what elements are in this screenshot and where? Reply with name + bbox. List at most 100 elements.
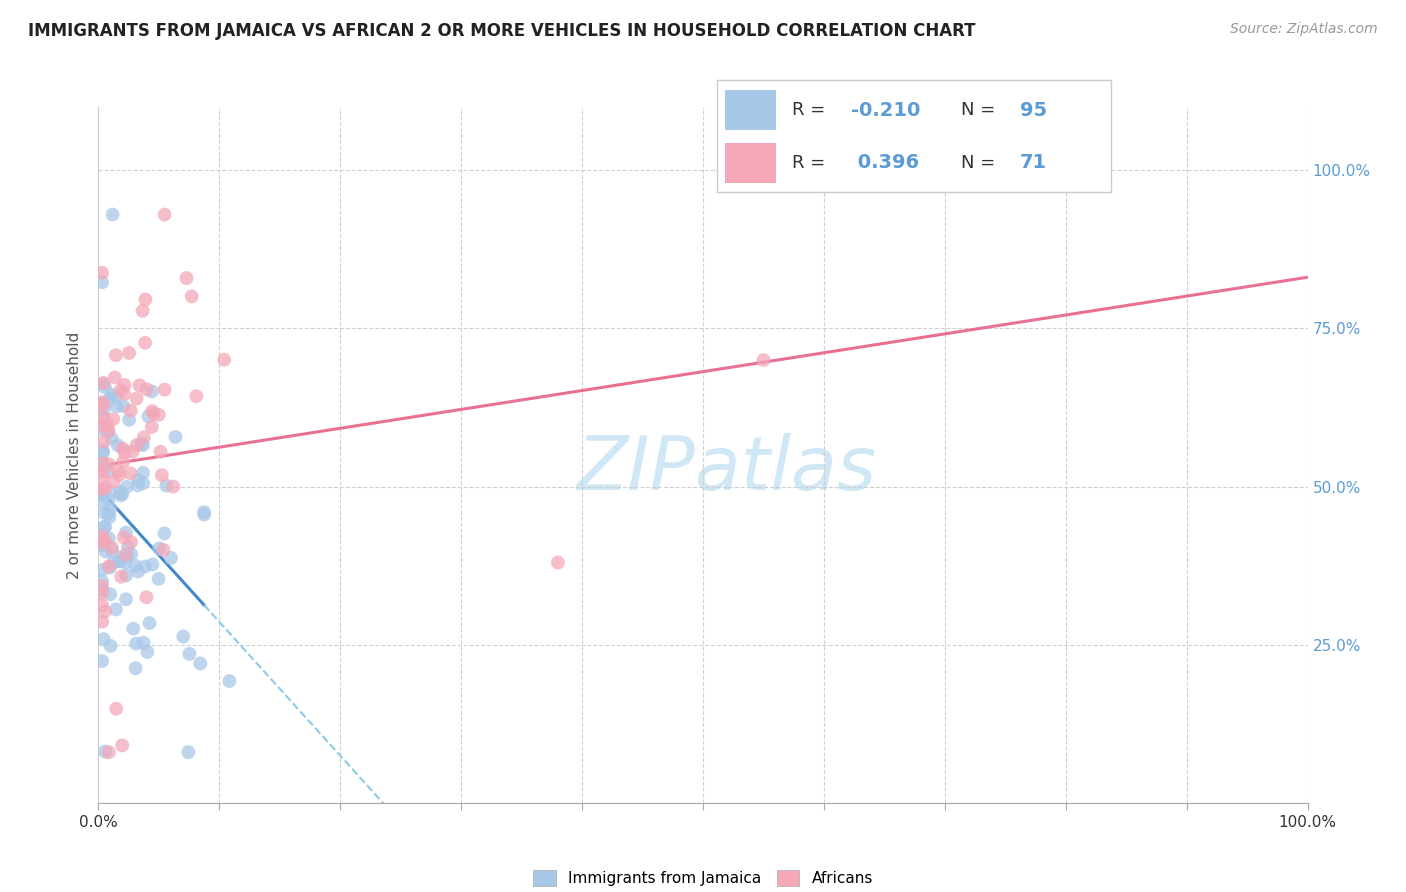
- Point: [91, 574, 114, 589]
- Point: [188, 657, 211, 671]
- Point: [98, 560, 121, 574]
- Text: IMMIGRANTS FROM JAMAICA VS AFRICAN 2 OR MORE VEHICLES IN HOUSEHOLD CORRELATION C: IMMIGRANTS FROM JAMAICA VS AFRICAN 2 OR …: [28, 22, 976, 40]
- Point: [108, 467, 131, 482]
- Point: [111, 442, 134, 456]
- Point: [101, 387, 124, 401]
- Point: [91, 563, 114, 577]
- Point: [110, 485, 132, 500]
- Point: [212, 352, 235, 367]
- Point: [97, 532, 120, 546]
- Point: [94, 604, 117, 618]
- Point: [103, 475, 125, 489]
- Point: [94, 544, 117, 558]
- FancyBboxPatch shape: [725, 143, 776, 183]
- Point: [128, 378, 150, 392]
- Point: [110, 569, 132, 583]
- Point: [91, 484, 114, 499]
- Point: [104, 602, 127, 616]
- Point: [98, 458, 121, 472]
- Text: N =: N =: [962, 153, 1001, 172]
- Point: [100, 639, 122, 653]
- Text: 95: 95: [1021, 101, 1047, 120]
- Point: [179, 647, 201, 661]
- Point: [91, 530, 114, 544]
- Point: [115, 525, 138, 540]
- Text: 71: 71: [1021, 153, 1047, 172]
- Text: N =: N =: [962, 102, 1001, 120]
- Point: [120, 535, 142, 549]
- Point: [114, 555, 136, 569]
- Point: [93, 520, 115, 534]
- Point: [112, 454, 135, 468]
- Text: -0.210: -0.210: [851, 101, 921, 120]
- Point: [91, 395, 114, 409]
- Text: Source: ZipAtlas.com: Source: ZipAtlas.com: [1230, 22, 1378, 37]
- Point: [160, 551, 183, 566]
- Point: [118, 346, 141, 360]
- Point: [153, 208, 176, 222]
- Point: [120, 467, 142, 481]
- Point: [110, 554, 132, 568]
- Point: [162, 479, 184, 493]
- Point: [218, 674, 240, 689]
- Point: [101, 208, 124, 222]
- Point: [97, 745, 120, 759]
- Point: [132, 438, 155, 452]
- Point: [125, 637, 148, 651]
- Point: [115, 548, 138, 562]
- Point: [96, 464, 118, 478]
- Point: [97, 425, 120, 439]
- Point: [152, 543, 174, 558]
- Point: [91, 538, 114, 552]
- Point: [91, 482, 114, 496]
- Point: [94, 380, 117, 394]
- Point: [98, 502, 121, 516]
- Point: [148, 572, 170, 586]
- Point: [153, 383, 176, 397]
- Point: [177, 745, 200, 759]
- Point: [91, 456, 114, 470]
- Point: [134, 559, 156, 574]
- Point: [98, 587, 121, 601]
- Point: [135, 382, 157, 396]
- Y-axis label: 2 or more Vehicles in Household: 2 or more Vehicles in Household: [67, 331, 83, 579]
- Point: [91, 419, 114, 434]
- Point: [132, 636, 155, 650]
- Point: [97, 492, 120, 507]
- Text: R =: R =: [792, 102, 831, 120]
- Point: [104, 370, 127, 384]
- Point: [131, 303, 153, 318]
- Point: [132, 476, 155, 491]
- Point: [118, 413, 141, 427]
- Point: [114, 445, 136, 459]
- Point: [193, 508, 215, 522]
- Point: [114, 378, 136, 392]
- Point: [105, 399, 128, 413]
- Text: R =: R =: [792, 153, 831, 172]
- Point: [91, 599, 114, 613]
- Point: [172, 630, 194, 644]
- Point: [91, 410, 114, 425]
- Point: [125, 392, 148, 406]
- Point: [142, 406, 165, 420]
- Point: [148, 541, 170, 556]
- Point: [94, 481, 117, 495]
- Point: [132, 466, 155, 480]
- Point: [97, 418, 120, 433]
- Point: [115, 592, 138, 607]
- Point: [93, 434, 115, 449]
- Point: [153, 526, 176, 541]
- Point: [127, 478, 149, 492]
- Point: [186, 389, 208, 403]
- Point: [115, 549, 138, 563]
- Point: [115, 568, 138, 582]
- Point: [176, 271, 198, 285]
- Point: [141, 558, 163, 572]
- Point: [101, 541, 124, 555]
- Point: [135, 591, 157, 605]
- Point: [127, 565, 149, 579]
- Point: [165, 430, 187, 444]
- Point: [91, 422, 114, 436]
- Point: [155, 478, 177, 492]
- Point: [103, 556, 125, 570]
